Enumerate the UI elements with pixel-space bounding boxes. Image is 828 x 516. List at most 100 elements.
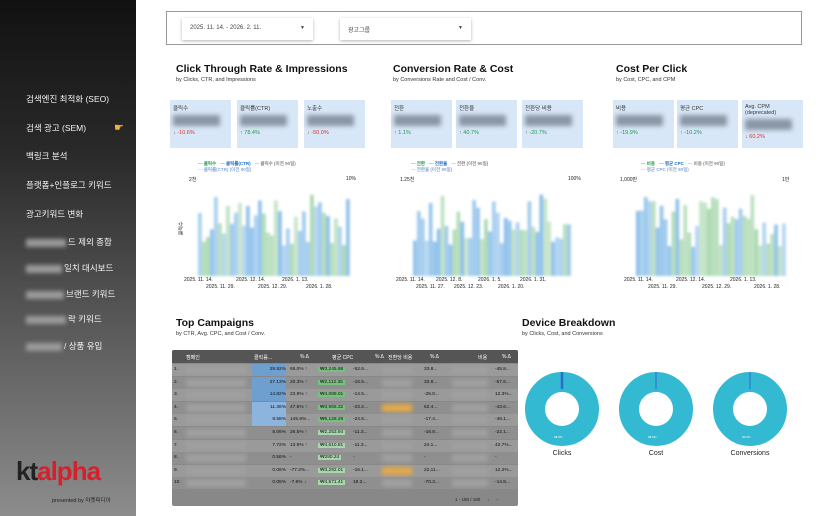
- table-row[interactable]: 4. 11.36% 47.6% ↑ ₩3,965.32 -23.2... 62.4... -…: [172, 401, 518, 414]
- chart-bar: [683, 205, 688, 276]
- table-row[interactable]: 10. 0.05% -7.6% ↓ ₩4,571.41 18.2... -70.3... -…: [172, 477, 518, 490]
- cpconv-delta-cell: 22,11...: [424, 467, 440, 473]
- cpc-delta-cell: -14.5...: [353, 392, 368, 398]
- kpi-label: Avg. CPM (deprecated): [745, 104, 777, 116]
- table-row[interactable]: 8. 0.56% - ₩280.24- - -: [172, 452, 518, 465]
- sidebar-item-brand-keywords[interactable]: 브랜드 키워드: [26, 288, 115, 300]
- chart-bar: [687, 232, 692, 276]
- ctr-delta-cell: -: [290, 455, 292, 461]
- conv-legend: — 전환 — 전환율 — 전환 (이전 90일) — 전환율 (이전 90일): [411, 161, 489, 172]
- ctr-cell: 0.56%: [272, 455, 286, 461]
- campaign-name-redacted: [186, 441, 246, 450]
- campaign-name-redacted: [186, 429, 246, 437]
- table-row[interactable]: 3. 14.82% 23.9% ↑ ₩4,089.01 -14.5... -25.0...…: [172, 389, 518, 402]
- sidebar-item-seo[interactable]: 검색엔진 최적화 (SEO): [26, 93, 109, 105]
- x-tick-label: 2025. 12. 14.: [236, 277, 266, 283]
- cpc-cell: ₩3,292.01: [318, 467, 346, 473]
- arrow-up-icon: ↑: [459, 130, 462, 136]
- kpi-card: 평균 CPC ↑ -10.2%: [677, 100, 738, 148]
- chevron-left-icon[interactable]: ‹: [487, 497, 490, 502]
- cpc-cell: ₩3,245.88: [318, 367, 346, 372]
- kpi-value-redacted: [240, 115, 287, 126]
- donut-percent: 99.6%: [648, 435, 657, 439]
- chart-bar: [539, 194, 544, 276]
- cost-per-conv-redacted: [382, 466, 412, 475]
- ctr-title: Click Through Rate & Impressions: [176, 63, 348, 75]
- sidebar-item-backlink[interactable]: 백링크 분석: [26, 150, 67, 162]
- column-header[interactable]: % Δ: [430, 354, 439, 360]
- column-header[interactable]: % Δ: [300, 354, 309, 360]
- column-header[interactable]: 캠페인: [186, 355, 200, 361]
- kt-alpha-logo: ktalpha: [16, 456, 101, 486]
- cost-delta-cell: 42.7%...: [495, 442, 513, 448]
- table-row[interactable]: 9. 0.06% -77.2%... ₩3,292.01 -16.1... 22,11..…: [172, 464, 518, 477]
- chart-bar: [468, 237, 473, 276]
- chart-bar: [242, 225, 246, 276]
- kpi-card: 클릭수 ↓ -10.6%: [170, 100, 231, 148]
- table-row[interactable]: 7. 7.72% 13.9% ↑ ₩4,610.81 -11.3... 24.1... 42…: [172, 439, 518, 452]
- x-tick-label: 2026. 1. 5.: [478, 277, 502, 283]
- table-row[interactable]: 2. 27.13% 20.3% ↑ ₩2,112.35 -16.5... 33.8... -…: [172, 376, 518, 389]
- ctr-cell: 29.92%: [252, 364, 286, 376]
- chart-bar: [480, 239, 484, 276]
- sidebar-item-ad-keyword-change[interactable]: 광고키워드 변화: [26, 208, 83, 220]
- kpi-change: ↑ -20.7%: [525, 130, 547, 136]
- arrow-up-icon: ↑: [680, 130, 683, 136]
- column-header[interactable]: 평균 CPC: [332, 355, 354, 361]
- column-header[interactable]: 비용: [478, 355, 488, 361]
- kpi-value-redacted: [394, 115, 441, 126]
- chart-bar: [543, 198, 548, 276]
- x-tick-label: 2026. 1. 13.: [730, 277, 757, 283]
- cost-redacted: [452, 429, 488, 437]
- campaign-name-redacted: [186, 466, 246, 475]
- kpi-card: 비용 ↑ -19.9%: [613, 100, 674, 148]
- cpc-delta-cell: -16.1...: [353, 467, 368, 473]
- x-tick-label: 2025. 11. 27.: [416, 284, 445, 290]
- chart-bar: [278, 211, 282, 276]
- cpc-delta-cell: -52.6...: [353, 367, 368, 372]
- date-range-dropdown[interactable]: 2025. 11. 14. - 2026. 2. 11. ▼: [182, 18, 313, 40]
- chart-bar: [778, 245, 782, 276]
- chart-bar: [210, 229, 214, 276]
- sidebar-item-product-traffic[interactable]: / 상품 유입: [26, 340, 102, 352]
- sidebar-item-platform-keywords[interactable]: 플랫폼+인플로그 키워드: [26, 179, 112, 191]
- table-row[interactable]: 5. 9.58% 145.6%... ₩6,128.29 -24.6... -17.4..…: [172, 414, 518, 427]
- chart-bar: [436, 228, 441, 276]
- device-donut-cost[interactable]: 99.6%: [618, 371, 694, 452]
- sidebar-item-label: 드 제외 종합: [68, 237, 112, 247]
- chart-bar: [547, 221, 552, 276]
- column-header[interactable]: % Δ: [375, 354, 384, 360]
- cpc-cell: ₩4,089.01: [318, 392, 346, 398]
- device-donut-clicks[interactable]: 98.5%: [524, 371, 600, 452]
- chart-bar: [318, 202, 322, 276]
- cost-delta-cell: -57.6...: [495, 379, 510, 385]
- ad-group-dropdown[interactable]: 광고그룹 ▼: [340, 18, 471, 40]
- chevron-right-icon[interactable]: ›: [496, 497, 498, 502]
- cost-redacted: [452, 416, 488, 425]
- sidebar-item-excluded[interactable]: 드 제외 종합: [26, 236, 112, 248]
- cost-redacted: [452, 454, 488, 463]
- sidebar-item-label: 일치 대시보드: [64, 263, 114, 273]
- ctr-cell: 11.36%: [252, 401, 286, 414]
- donut-label: Conversions: [730, 450, 770, 457]
- ctr-cell: 0.06%: [272, 467, 286, 473]
- sidebar-item-keywords[interactable]: 락 키워드: [26, 313, 102, 325]
- column-header[interactable]: 전환당 비용: [388, 355, 413, 361]
- chart-bar: [503, 217, 508, 276]
- chart-bar: [551, 241, 556, 276]
- chart-bar: [298, 230, 302, 276]
- sidebar-item-match-dashboard[interactable]: 일치 대시보드: [26, 262, 113, 274]
- sidebar-item-sem[interactable]: 검색 광고 (SEM): [26, 122, 86, 134]
- kpi-change: ↓ -10.6%: [173, 130, 195, 136]
- kpi-label: 전환당 비용: [525, 106, 552, 112]
- campaigns-subtitle: by CTR, Avg. CPC, and Cost / Conv.: [176, 331, 266, 337]
- column-header[interactable]: % Δ: [502, 354, 511, 360]
- column-header[interactable]: 클릭률...: [254, 355, 272, 361]
- device-donut-conversions[interactable]: 99.6%: [712, 371, 788, 452]
- table-row[interactable]: 6. 8.06% 26.5% ↑ ₩2,253.94 -11.3... -16.8... -…: [172, 427, 518, 439]
- table-row[interactable]: 1. 29.92% 65.0% ↑ ₩3,245.88 -52.6... 33.8... -…: [172, 364, 518, 376]
- chart-bar: [651, 201, 656, 276]
- table-pager: 1 - 180 / 180 ‹ ›: [455, 497, 498, 502]
- arrow-up-icon: ↑: [240, 130, 243, 136]
- chart-bar: [531, 226, 536, 276]
